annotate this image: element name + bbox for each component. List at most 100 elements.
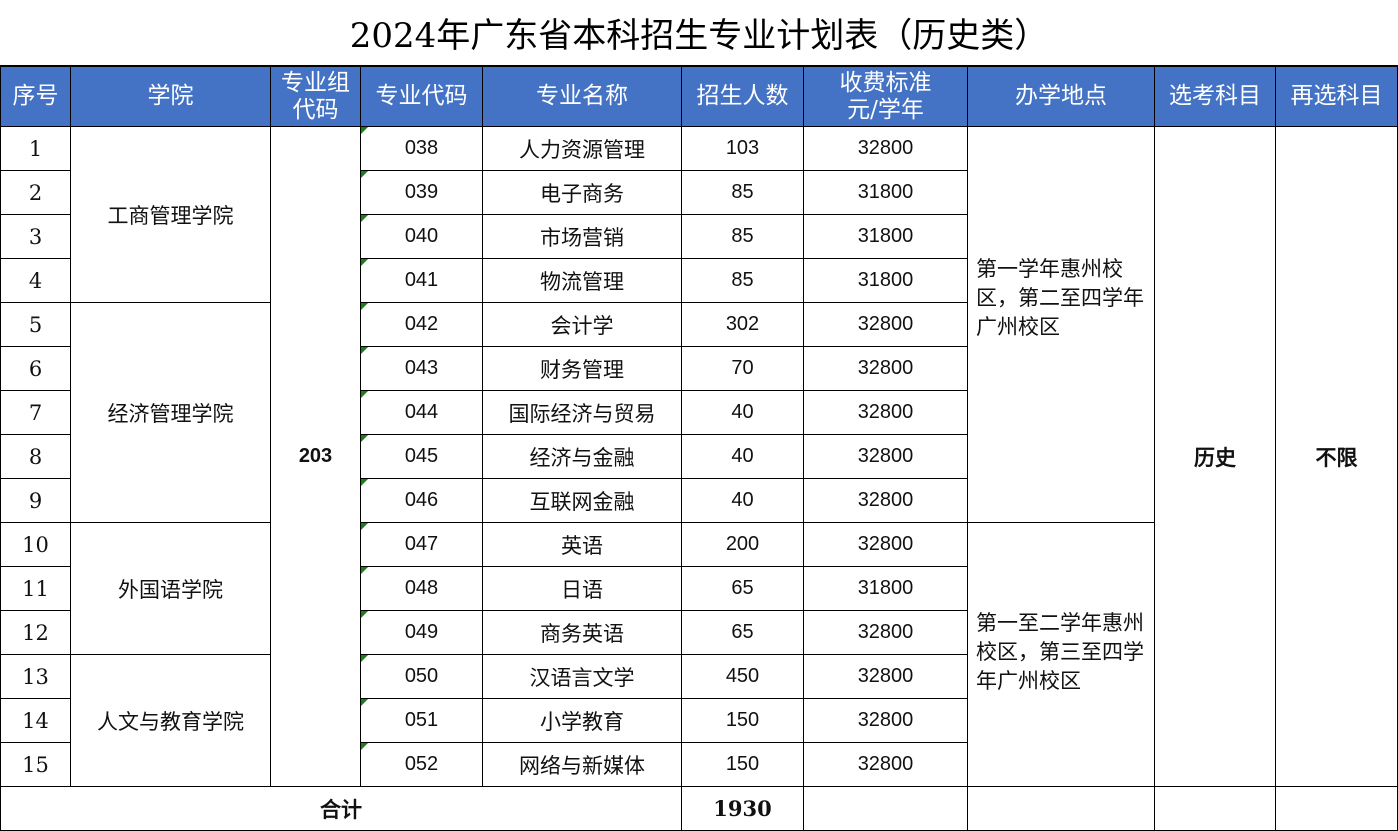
tuition-fee: 32800 <box>803 390 968 435</box>
header-college: 学院 <box>70 66 271 127</box>
enrollment-table: 序号 学院 专业组代码 专业代码 专业名称 招生人数 收费标准 元/学年 办学地点… <box>0 66 1398 831</box>
enrollment-count: 103 <box>681 126 804 171</box>
header-row: 序号 学院 专业组代码 专业代码 专业名称 招生人数 收费标准 元/学年 办学地点… <box>0 66 1398 127</box>
major-code: 046 <box>360 478 483 523</box>
row-number: 8 <box>0 434 71 479</box>
major-name: 物流管理 <box>482 258 682 303</box>
enrollment-count: 85 <box>681 170 804 215</box>
major-name: 商务英语 <box>482 610 682 655</box>
tuition-fee: 31800 <box>803 258 968 303</box>
header-fee: 收费标准 元/学年 <box>803 66 968 127</box>
major-code: 042 <box>360 302 483 347</box>
row-number: 11 <box>0 566 71 611</box>
major-code: 047 <box>360 522 483 567</box>
empty-cell <box>1154 786 1276 831</box>
enrollment-count: 85 <box>681 258 804 303</box>
table-row: 8 045 经济与金融 40 32800 <box>0 434 1398 479</box>
row-number: 12 <box>0 610 71 655</box>
college-name: 外国语学院 <box>70 522 271 655</box>
header-major-name: 专业名称 <box>482 66 682 127</box>
reselect-subject: 不限 <box>1275 126 1398 787</box>
college-name: 工商管理学院 <box>70 126 271 303</box>
campus-location: 第一至二学年惠州校区，第三至四学年广州校区 <box>967 522 1155 787</box>
enrollment-count: 40 <box>681 434 804 479</box>
total-row: 合计 1930 <box>0 786 1398 831</box>
tuition-fee: 32800 <box>803 742 968 787</box>
enrollment-count: 450 <box>681 654 804 699</box>
enrollment-count: 150 <box>681 698 804 743</box>
header-group-code: 专业组代码 <box>270 66 361 127</box>
major-name: 会计学 <box>482 302 682 347</box>
enrollment-count: 40 <box>681 478 804 523</box>
row-number: 1 <box>0 126 71 171</box>
enrollment-count: 150 <box>681 742 804 787</box>
major-code: 040 <box>360 214 483 259</box>
tuition-fee: 32800 <box>803 478 968 523</box>
tuition-fee: 31800 <box>803 170 968 215</box>
major-code: 049 <box>360 610 483 655</box>
table-row: 9 046 互联网金融 40 32800 <box>0 478 1398 523</box>
table-row: 1 工商管理学院 203 038 人力资源管理 103 32800 第一学年惠州校区，第二至四… <box>0 126 1398 787</box>
major-name: 英语 <box>482 522 682 567</box>
row-number: 5 <box>0 302 71 347</box>
header-no: 序号 <box>0 66 71 127</box>
empty-cell <box>1275 786 1398 831</box>
header-line: 元/学年 <box>847 96 924 123</box>
enrollment-count: 70 <box>681 346 804 391</box>
major-code: 041 <box>360 258 483 303</box>
major-name: 国际经济与贸易 <box>482 390 682 435</box>
college-name: 人文与教育学院 <box>70 654 271 787</box>
header-count: 招生人数 <box>681 66 804 127</box>
row-number: 10 <box>0 522 71 567</box>
header-reselect: 再选科目 <box>1275 66 1398 127</box>
row-number: 6 <box>0 346 71 391</box>
row-number: 2 <box>0 170 71 215</box>
required-subject: 历史 <box>1154 126 1276 787</box>
tuition-fee: 31800 <box>803 214 968 259</box>
tuition-fee: 32800 <box>803 698 968 743</box>
campus-location: 第一学年惠州校区，第二至四学年广州校区 <box>967 126 1155 523</box>
major-code: 045 <box>360 434 483 479</box>
major-code: 043 <box>360 346 483 391</box>
empty-cell <box>967 786 1155 831</box>
major-name: 电子商务 <box>482 170 682 215</box>
major-code: 050 <box>360 654 483 699</box>
header-line: 收费标准 <box>839 69 932 96</box>
row-number: 14 <box>0 698 71 743</box>
table-row: 15 052 网络与新媒体 150 32800 <box>0 742 1398 787</box>
row-number: 4 <box>0 258 71 303</box>
tuition-fee: 32800 <box>803 346 968 391</box>
tuition-fee: 32800 <box>803 654 968 699</box>
table-row: 5 经济管理学院 042 会计学 302 32800 <box>0 302 1398 523</box>
total-count: 1930 <box>681 786 804 831</box>
major-code: 038 <box>360 126 483 171</box>
enrollment-count: 302 <box>681 302 804 347</box>
enrollment-count: 40 <box>681 390 804 435</box>
empty-cell <box>803 786 968 831</box>
header-major-code: 专业代码 <box>360 66 483 127</box>
row-number: 13 <box>0 654 71 699</box>
college-name: 经济管理学院 <box>70 302 271 523</box>
major-name: 互联网金融 <box>482 478 682 523</box>
tuition-fee: 32800 <box>803 302 968 347</box>
row-number: 9 <box>0 478 71 523</box>
major-code: 051 <box>360 698 483 743</box>
major-name: 市场营销 <box>482 214 682 259</box>
total-label: 合计 <box>0 786 682 831</box>
enrollment-count: 65 <box>681 566 804 611</box>
table-row: 4 041 物流管理 85 31800 <box>0 258 1398 303</box>
table-row: 14 051 小学教育 150 32800 <box>0 698 1398 743</box>
header-subject: 选考科目 <box>1154 66 1276 127</box>
table-row: 13 人文与教育学院 050 汉语言文学 450 32800 <box>0 654 1398 787</box>
major-name: 汉语言文学 <box>482 654 682 699</box>
major-name: 经济与金融 <box>482 434 682 479</box>
tuition-fee: 32800 <box>803 522 968 567</box>
table-row: 7 044 国际经济与贸易 40 32800 <box>0 390 1398 435</box>
header-location: 办学地点 <box>967 66 1155 127</box>
row-number: 3 <box>0 214 71 259</box>
major-name: 日语 <box>482 566 682 611</box>
major-code: 048 <box>360 566 483 611</box>
row-number: 7 <box>0 390 71 435</box>
tuition-fee: 32800 <box>803 434 968 479</box>
table-row: 2 039 电子商务 85 31800 <box>0 170 1398 215</box>
